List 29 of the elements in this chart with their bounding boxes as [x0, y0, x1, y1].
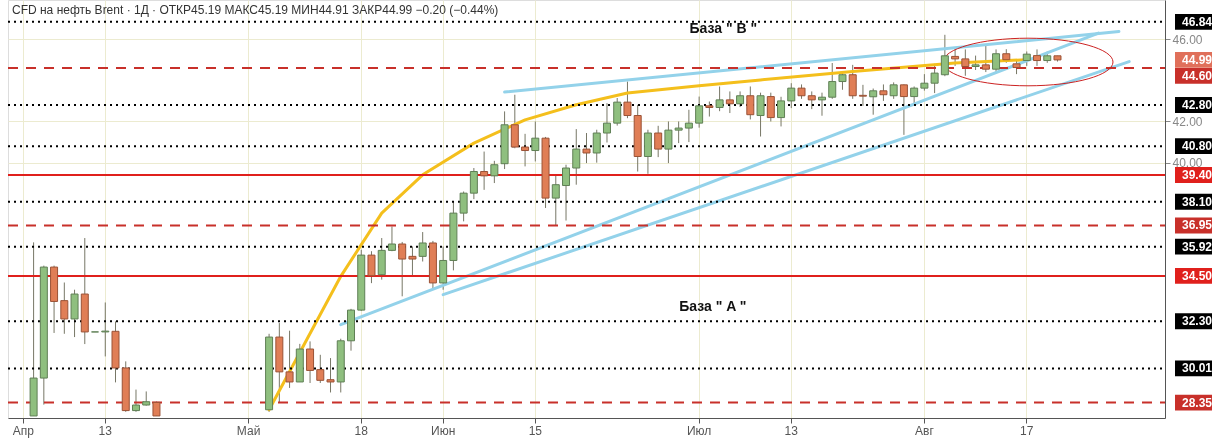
text: 44.99	[1181, 52, 1212, 67]
x-tick-label: Июл	[686, 423, 712, 438]
ref-line-label: 32.30	[1181, 314, 1212, 329]
x-tick-label: Авг	[915, 423, 935, 438]
x-tick-label: Апр	[12, 423, 35, 438]
ref-line-label: 44.60	[1181, 68, 1212, 83]
ref-line-label: 38.10	[1181, 194, 1212, 209]
x-tick-label: 15	[528, 423, 543, 438]
annotation: База " B "	[689, 20, 758, 37]
y-tick-label: 40.00	[1172, 156, 1203, 171]
x-tick-label: 17	[1020, 423, 1034, 438]
ref-line-label: 40.80	[1181, 139, 1212, 154]
x-tick-label: 18	[354, 423, 369, 438]
ref-line-label: 39.40	[1181, 168, 1212, 183]
chart-title: CFD на нефть Brent · 1Д · ОТКР45.19 МАКС45.19 МИН44.91 ЗАКР44.99 −0.20 (−0.44%)	[12, 3, 499, 17]
ref-line-label: 35.92	[1181, 239, 1212, 254]
x-tick-label: Май	[236, 423, 261, 438]
y-tick-label: 42.00	[1172, 114, 1203, 129]
ref-line-label: 34.50	[1181, 268, 1212, 283]
ref-line-label: 42.80	[1181, 98, 1212, 113]
annotation: База " A "	[679, 298, 747, 315]
ref-line-label: 28.35	[1181, 395, 1212, 410]
x-tick-label: Июн	[431, 423, 456, 438]
y-tick-label: 46.00	[1172, 32, 1203, 47]
ref-line-label: 30.01	[1181, 361, 1212, 376]
ref-line-label: 46.84	[1181, 14, 1212, 29]
x-tick-label: 13	[784, 423, 799, 438]
ref-line-label: 36.95	[1181, 218, 1212, 233]
x-tick-label: 13	[98, 423, 113, 438]
